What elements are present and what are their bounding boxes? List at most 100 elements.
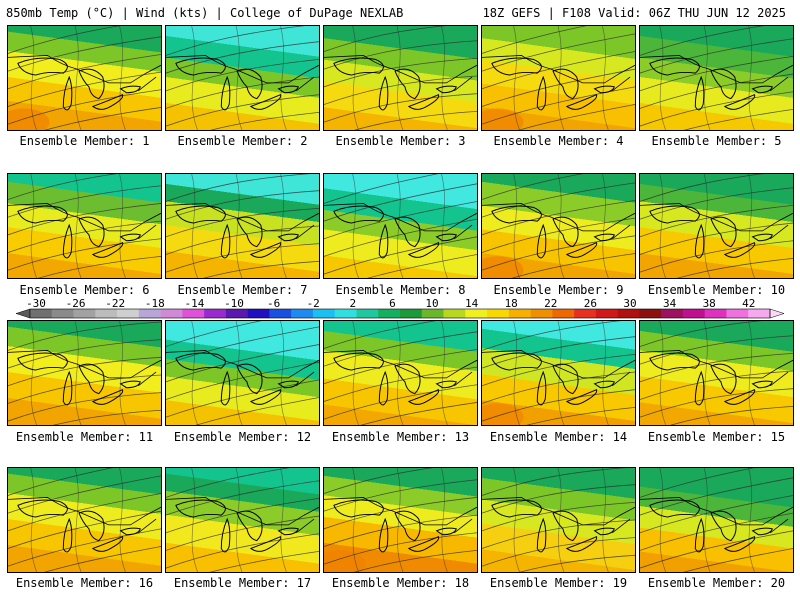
ensemble-member-label: Ensemble Member: 19 bbox=[489, 576, 628, 590]
wind-isotach-line bbox=[482, 26, 587, 54]
great-lake-outline bbox=[649, 205, 700, 224]
wind-isotach-line bbox=[482, 321, 622, 351]
ensemble-member-label: Ensemble Member: 6 bbox=[19, 283, 150, 297]
colorbar-swatch bbox=[443, 309, 466, 318]
temperature-colorbar: -30 -26 -22 -18 -14 -10 -6 -2 2 6 10 14 18 22 26 30 34 38… bbox=[15, 297, 785, 319]
wind-isotach-line bbox=[517, 104, 635, 130]
wind-isotach-line bbox=[8, 54, 161, 90]
wind-isotach-line bbox=[191, 321, 198, 425]
colorbar-tick-label: -30 bbox=[26, 297, 46, 310]
temperature-field bbox=[324, 174, 477, 278]
wind-isotach-line bbox=[669, 405, 793, 425]
great-lake-outline bbox=[435, 85, 457, 94]
ensemble-map-panel bbox=[165, 467, 320, 573]
temperature-field bbox=[640, 468, 793, 572]
great-lake-outline bbox=[536, 75, 547, 111]
wind-isotach-line bbox=[202, 260, 319, 278]
wind-isotach-line bbox=[482, 468, 628, 496]
colorbar-tick-label: -22 bbox=[105, 297, 125, 310]
great-lake-outline bbox=[277, 527, 299, 536]
great-lake-outline bbox=[333, 352, 384, 371]
great-lake-outline bbox=[694, 223, 705, 259]
great-lake-outline bbox=[378, 75, 389, 111]
ensemble-member-label: Ensemble Member: 4 bbox=[493, 134, 624, 148]
st-lawrence-river bbox=[612, 518, 631, 534]
wind-isotach-line bbox=[683, 109, 793, 130]
great-lake-outline bbox=[751, 233, 773, 242]
great-lake-outline bbox=[552, 216, 579, 248]
wind-isotach-line bbox=[703, 174, 711, 278]
ensemble-member-label: Ensemble Member: 12 bbox=[173, 430, 312, 444]
ensemble-member-label: Ensemble Member: 20 bbox=[647, 576, 786, 590]
great-lake-outline bbox=[649, 57, 700, 76]
temperature-field bbox=[324, 321, 477, 425]
ensemble-map-panel bbox=[481, 173, 636, 279]
ensemble-member-label: Ensemble Member: 11 bbox=[15, 430, 154, 444]
wind-isotach-line bbox=[119, 468, 126, 572]
great-lake-outline bbox=[62, 370, 73, 406]
colorbar-swatch bbox=[530, 309, 553, 318]
great-lake-outline bbox=[710, 363, 737, 395]
wind-isotach-line bbox=[396, 174, 404, 278]
ensemble-member-label: Ensemble Member: 1 bbox=[19, 134, 150, 148]
great-lake-outline bbox=[536, 517, 547, 553]
colorbar-tick-label: 18 bbox=[505, 297, 518, 310]
wind-isotach-line bbox=[324, 57, 477, 88]
wind-isotach-line bbox=[602, 321, 609, 425]
great-lake-outline bbox=[710, 510, 737, 542]
wind-isotach-line bbox=[8, 321, 161, 351]
wind-isotach-line bbox=[513, 468, 520, 572]
wind-isotach-line bbox=[602, 468, 609, 572]
great-lake-outline bbox=[17, 499, 68, 518]
wind-isotach-line bbox=[324, 174, 439, 204]
wind-isotach-line bbox=[748, 468, 755, 572]
wind-isotach-line bbox=[166, 498, 319, 534]
wind-isotach-line bbox=[511, 253, 635, 278]
colorbar-tick-label: 22 bbox=[544, 297, 557, 310]
wind-isotach-line bbox=[367, 254, 477, 278]
wind-isotach-line bbox=[513, 321, 520, 425]
great-lake-outline bbox=[407, 94, 440, 110]
colorbar-swatch bbox=[51, 309, 74, 318]
great-lake-outline bbox=[593, 380, 615, 389]
great-lake-outline bbox=[220, 517, 231, 553]
wind-isotach-line bbox=[324, 497, 477, 530]
wind-isotach-line bbox=[8, 185, 161, 218]
great-lake-outline bbox=[565, 389, 598, 405]
wind-isotach-line bbox=[360, 402, 477, 425]
great-lake-outline bbox=[710, 216, 737, 248]
great-lake-outline bbox=[394, 363, 421, 395]
wind-isotach-line bbox=[640, 56, 793, 92]
wind-isotach-line bbox=[324, 40, 477, 70]
wind-isotach-line bbox=[30, 174, 37, 278]
great-lake-outline bbox=[723, 536, 756, 552]
wind-isotach-line bbox=[557, 174, 565, 278]
national-border bbox=[324, 350, 477, 379]
wind-isotach-line bbox=[640, 26, 764, 56]
colorbar-swatch bbox=[487, 309, 510, 318]
wind-isotach-line bbox=[324, 468, 433, 494]
colorbar-tick-label: 34 bbox=[663, 297, 677, 310]
wind-isotach-line bbox=[640, 468, 755, 498]
wind-isotach-line bbox=[37, 256, 161, 278]
great-lake-outline bbox=[491, 57, 542, 76]
colorbar-tick-label: 42 bbox=[742, 297, 755, 310]
wind-isotach-line bbox=[640, 335, 793, 365]
wind-isotach-line bbox=[166, 468, 290, 498]
great-lake-outline bbox=[491, 499, 542, 518]
wind-isotach-line bbox=[640, 530, 793, 569]
st-lawrence-river bbox=[138, 224, 157, 240]
colorbar-tick-label: 2 bbox=[349, 297, 356, 310]
great-lake-outline bbox=[552, 68, 579, 100]
national-border bbox=[166, 350, 319, 379]
ensemble-map-panel bbox=[165, 25, 320, 131]
warm-anomaly-area bbox=[324, 550, 366, 572]
great-lake-outline bbox=[17, 352, 68, 371]
ensemble-member-label: Ensemble Member: 15 bbox=[647, 430, 786, 444]
st-lawrence-river bbox=[138, 371, 157, 387]
ensemble-member-label: Ensemble Member: 7 bbox=[177, 283, 308, 297]
great-lake-outline bbox=[277, 380, 299, 389]
great-lake-outline bbox=[78, 68, 105, 100]
great-lake-outline bbox=[751, 85, 773, 94]
great-lake-outline bbox=[378, 517, 389, 553]
